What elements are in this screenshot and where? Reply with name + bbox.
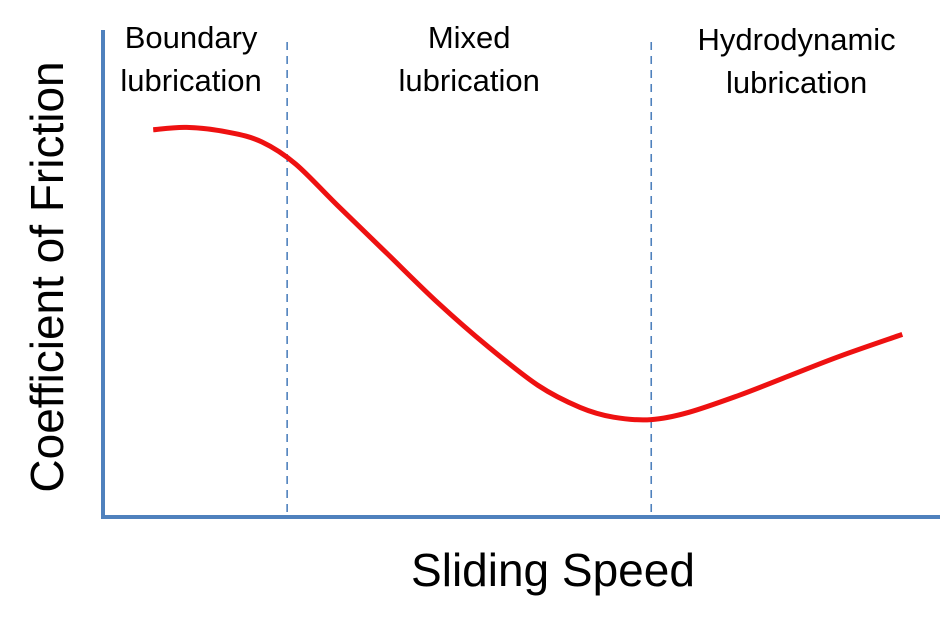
x-axis-label: Sliding Speed xyxy=(411,544,695,596)
axes xyxy=(101,30,940,519)
region-label-1-line-2: lubrication xyxy=(120,63,261,98)
curve-layer xyxy=(152,124,904,423)
region-labels: Boundary lubrication Mixed lubrication Hydro… xyxy=(120,20,895,100)
region-dividers xyxy=(286,42,653,517)
region-label-2-line-2: lubrication xyxy=(399,63,540,98)
region-label-1-line-1: Boundary xyxy=(125,20,258,55)
y-axis-label: Coefficient of Friction xyxy=(21,61,73,492)
region-label-3-line-1: Hydrodynamic xyxy=(698,22,896,57)
region-label-2-line-1: Mixed xyxy=(428,20,511,55)
friction-curve-line xyxy=(152,124,904,423)
region-label-3-line-2: lubrication xyxy=(726,65,867,100)
